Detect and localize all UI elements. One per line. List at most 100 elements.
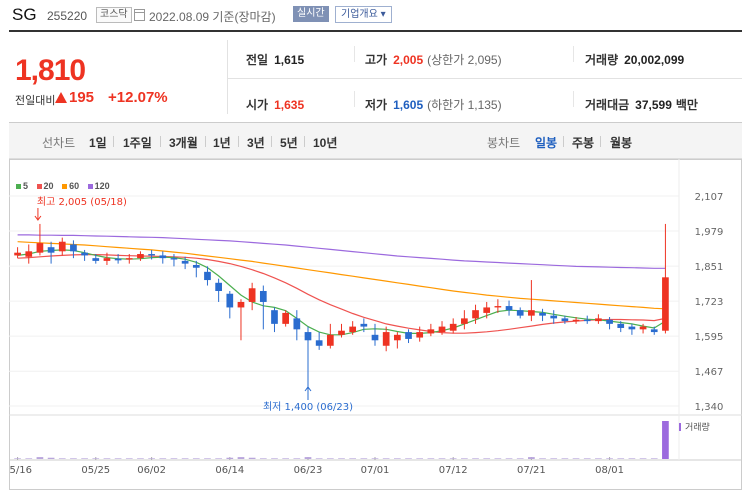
legend-ma20[interactable]: 20 <box>36 181 54 191</box>
volume-bar <box>248 457 256 459</box>
candle-body <box>472 310 479 319</box>
period-1y[interactable]: 1년 <box>213 136 231 150</box>
calendar-icon <box>134 9 145 21</box>
legend-swatch <box>87 184 93 189</box>
volume-bar <box>550 458 558 459</box>
candle-body <box>606 319 613 324</box>
upper-limit: (상한가 2,095) <box>427 53 502 67</box>
volume-bar <box>237 457 245 459</box>
x-tick-label: 07/01 <box>361 465 390 476</box>
volume-bar <box>360 458 368 459</box>
candle-body <box>237 301 245 308</box>
low-value: 1,605 <box>393 98 424 112</box>
y-tick-label: 1,979 <box>695 227 724 238</box>
x-tick-label: 07/12 <box>439 465 468 476</box>
candle-body <box>304 332 312 341</box>
candle-body <box>248 288 256 302</box>
volume-bar <box>539 458 546 459</box>
volume-bar <box>606 458 613 459</box>
volume-bar <box>215 458 222 459</box>
candle-body <box>36 243 44 253</box>
candle-body <box>70 244 77 252</box>
y-tick-label: 1,723 <box>695 297 724 308</box>
volume-bar <box>226 457 234 459</box>
stock-chart[interactable]: 5 20 60 120 2,107 1,979 1,851 1,723 1,595 1,4… <box>3 159 742 490</box>
candle-body <box>572 319 580 322</box>
change-label: 전일대비 <box>15 95 56 107</box>
legend-ma5[interactable]: 5 <box>16 181 28 191</box>
period-10y[interactable]: 10년 <box>313 136 338 150</box>
divider <box>227 40 228 114</box>
market-badge: 코스닥 <box>96 7 132 23</box>
candle-body <box>550 315 558 319</box>
candle-body <box>293 318 301 330</box>
change-amount: 195 <box>69 89 95 106</box>
divider <box>354 91 355 107</box>
x-tick-label: 07/21 <box>517 465 546 476</box>
divider <box>600 136 601 147</box>
y-tick-label: 2,107 <box>695 192 724 203</box>
x-tick-label: 05/16 <box>9 465 32 476</box>
period-5y[interactable]: 5년 <box>280 136 298 150</box>
volume-bar <box>382 458 390 459</box>
x-tick-label: 06/02 <box>137 465 166 476</box>
period-1d[interactable]: 1일 <box>89 136 107 150</box>
candle-weekly[interactable]: 주봉 <box>572 136 595 150</box>
period-3y[interactable]: 3년 <box>247 136 265 150</box>
divider <box>113 136 114 147</box>
volume-bar <box>628 458 636 459</box>
candle-monthly[interactable]: 월봉 <box>610 136 633 150</box>
volume-bar <box>293 458 301 459</box>
candle-body <box>662 277 669 331</box>
x-tick-label: 05/25 <box>81 465 110 476</box>
candle-body <box>494 306 502 308</box>
candle-body <box>181 260 189 264</box>
prev-close-label: 전일 <box>246 53 269 67</box>
candle-body <box>170 258 178 260</box>
realtime-button[interactable]: 실시간 <box>293 6 329 22</box>
volume-bar <box>103 458 111 459</box>
candle-body <box>583 319 591 322</box>
ma120-line <box>17 234 666 269</box>
candle-body <box>427 329 435 334</box>
candle-body <box>25 251 33 257</box>
legend-label: 60 <box>69 181 80 191</box>
legend-ma120[interactable]: 120 <box>87 181 110 191</box>
volume-bar <box>159 458 167 459</box>
candle-body <box>125 258 133 260</box>
volume-bar <box>81 458 88 459</box>
candle-body <box>360 323 368 327</box>
divider <box>354 46 355 62</box>
candle-body <box>461 318 468 324</box>
volume-bar <box>170 458 178 459</box>
candle-body <box>114 258 122 261</box>
line-chart-label: 선차트 <box>42 136 76 150</box>
high-value: 2,005 <box>393 53 424 67</box>
volume-bar <box>271 458 278 459</box>
candle-body <box>315 340 323 346</box>
open-label: 시가 <box>246 98 269 112</box>
volume: 거래량 20,002,099 <box>585 51 684 68</box>
candle-body <box>382 332 390 346</box>
stock-code: 255220 <box>47 9 88 23</box>
volume-bar <box>438 458 446 459</box>
divider <box>227 78 742 79</box>
up-arrow-icon <box>55 92 67 103</box>
legend-ma60[interactable]: 60 <box>62 181 79 191</box>
volume-bar <box>449 458 457 459</box>
open-value: 1,635 <box>274 98 305 112</box>
volume-bar <box>561 458 569 459</box>
candle-body <box>271 310 278 324</box>
period-3m[interactable]: 3개월 <box>169 136 198 150</box>
volume-bar <box>47 457 55 459</box>
period-1w[interactable]: 1주일 <box>123 136 152 150</box>
divider <box>304 136 305 147</box>
candle-daily[interactable]: 일봉 <box>535 136 558 150</box>
company-overview-dropdown[interactable]: 기업개요 ▾ <box>335 6 392 23</box>
volume-bar <box>650 458 658 459</box>
amount-label: 거래대금 <box>585 98 630 112</box>
volume-bar <box>349 458 357 459</box>
low-price: 저가 1,605 (하한가 1,135) <box>365 96 502 113</box>
volume-bar <box>583 458 591 459</box>
ma-legend: 5 20 60 120 <box>16 181 116 191</box>
